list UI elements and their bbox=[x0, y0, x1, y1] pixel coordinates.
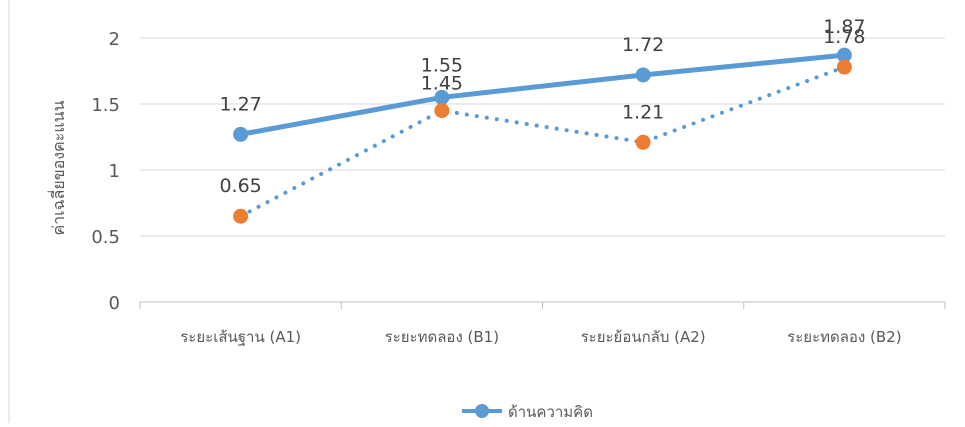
legend-marker bbox=[475, 404, 489, 418]
x-tick-label: ระยะทดลอง (B2) bbox=[787, 328, 901, 346]
x-tick-label: ระยะเส้นฐาน (A1) bbox=[180, 328, 301, 346]
gridlines bbox=[140, 37, 945, 303]
series-1-data-label: 1.72 bbox=[622, 34, 664, 56]
y-axis-title: ค่าเฉลี่ยของคะแนน bbox=[47, 100, 68, 235]
series-2-data-label: 1.78 bbox=[823, 26, 865, 48]
series-1-line bbox=[240, 52, 845, 137]
series-2-point bbox=[635, 134, 651, 150]
series-2-point bbox=[233, 208, 249, 224]
series-2-point bbox=[836, 59, 852, 75]
series-2-point bbox=[434, 103, 450, 119]
axes: 0 0.5 1 1.5 2 ระยะเส้นฐาน (A1) ระยะทดลอง (B1) ร… bbox=[91, 29, 946, 346]
legend-label: ด้านความคิด bbox=[508, 403, 593, 421]
series-1-point bbox=[233, 126, 249, 142]
legend: ด้านความคิด bbox=[462, 403, 593, 421]
data-labels: 1.27 1.55 1.72 1.87 0.65 1.45 1.21 1.78 bbox=[219, 16, 865, 197]
x-tick-label: ระยะย้อนกลับ (A2) bbox=[581, 328, 706, 346]
series-layer bbox=[233, 47, 852, 224]
y-tick-label: 2 bbox=[109, 29, 120, 50]
series-2-data-label: 1.45 bbox=[421, 73, 463, 95]
series-1-data-label: 1.55 bbox=[421, 54, 463, 76]
series-2-data-label: 1.21 bbox=[622, 101, 664, 123]
y-tick-label: 1 bbox=[109, 161, 120, 182]
y-tick-label: 0.5 bbox=[91, 227, 120, 248]
series-1-point bbox=[836, 47, 852, 63]
y-tick-label: 0 bbox=[109, 293, 120, 314]
series-1-point bbox=[635, 67, 651, 83]
series-2-data-label: 0.65 bbox=[219, 175, 261, 197]
series-1-data-label: 1.27 bbox=[219, 93, 261, 115]
series-1-data-label: 1.87 bbox=[823, 16, 865, 38]
series-1-point bbox=[434, 89, 450, 105]
y-tick-label: 1.5 bbox=[91, 95, 120, 116]
x-tick-label: ระยะทดลอง (B1) bbox=[385, 328, 499, 346]
